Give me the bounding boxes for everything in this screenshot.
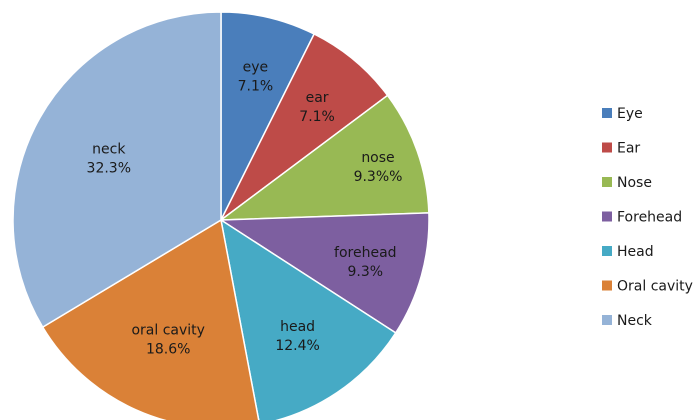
slice-category-label: head	[280, 319, 315, 335]
slice-value-label: 32.3%	[87, 161, 131, 177]
legend-item-neck: Neck	[602, 313, 653, 329]
slice-label: forehead 9.3%	[334, 245, 397, 280]
legend-swatch	[602, 315, 612, 325]
legend-swatch	[602, 177, 612, 187]
legend-label: Neck	[617, 313, 653, 329]
slice-label: neck 32.3%	[87, 142, 131, 177]
legend-item-ear: Ear	[602, 141, 640, 157]
legend-label: Oral cavity	[617, 279, 693, 295]
legend-item-oral-cavity: Oral cavity	[602, 279, 693, 295]
pie-slice-labels: eye 7.1% ear 7.1% nose 9.3%% forehead 9.3% head 1…	[87, 59, 403, 357]
slice-category-label: oral cavity	[131, 323, 204, 339]
pie-slice-oral-cavity	[41, 218, 260, 420]
legend-label: Forehead	[617, 210, 682, 226]
slice-label: head 12.4%	[275, 319, 319, 354]
pie-slice-head	[219, 218, 397, 420]
slice-value-label: 7.1%	[299, 109, 335, 125]
slice-value-label: 7.1%	[238, 78, 274, 94]
legend-swatch	[602, 211, 612, 222]
slice-value-label: 9.3%%	[354, 169, 403, 185]
slice-label: ear 7.1%	[299, 90, 335, 125]
pie-slice-eye	[220, 11, 316, 221]
slice-category-label: ear	[306, 90, 329, 106]
slice-label: nose 9.3%%	[354, 150, 403, 185]
legend-swatch	[602, 142, 612, 153]
pie-slice-neck	[12, 11, 222, 329]
slice-value-label: 18.6%	[146, 342, 190, 358]
slice-label: eye 7.1%	[238, 59, 274, 94]
legend-item-forehead: Forehead	[602, 210, 682, 226]
slice-category-label: neck	[92, 142, 126, 158]
slice-value-label: 12.4%	[275, 338, 319, 354]
legend-swatch	[602, 246, 612, 256]
pie-slice-forehead	[218, 212, 430, 334]
legend-label: Eye	[617, 106, 643, 122]
slice-category-label: eye	[243, 59, 269, 75]
pie-slice-nose	[218, 94, 430, 221]
legend-label: Nose	[617, 175, 652, 191]
slice-category-label: forehead	[334, 245, 397, 261]
legend-label: Ear	[617, 141, 640, 157]
legend-swatch	[602, 108, 612, 118]
pie-slice-ear	[220, 33, 389, 221]
legend: Eye Ear Nose Forehead Head Oral cavity Neck	[602, 106, 693, 329]
slice-category-label: nose	[361, 150, 394, 166]
legend-item-eye: Eye	[602, 106, 643, 122]
legend-item-nose: Nose	[602, 175, 652, 191]
legend-swatch	[602, 280, 612, 291]
legend-label: Head	[617, 244, 654, 260]
slice-value-label: 9.3%	[348, 264, 384, 280]
pie-slices	[12, 11, 430, 420]
slice-label: oral cavity 18.6%	[131, 323, 204, 358]
legend-item-head: Head	[602, 244, 654, 260]
